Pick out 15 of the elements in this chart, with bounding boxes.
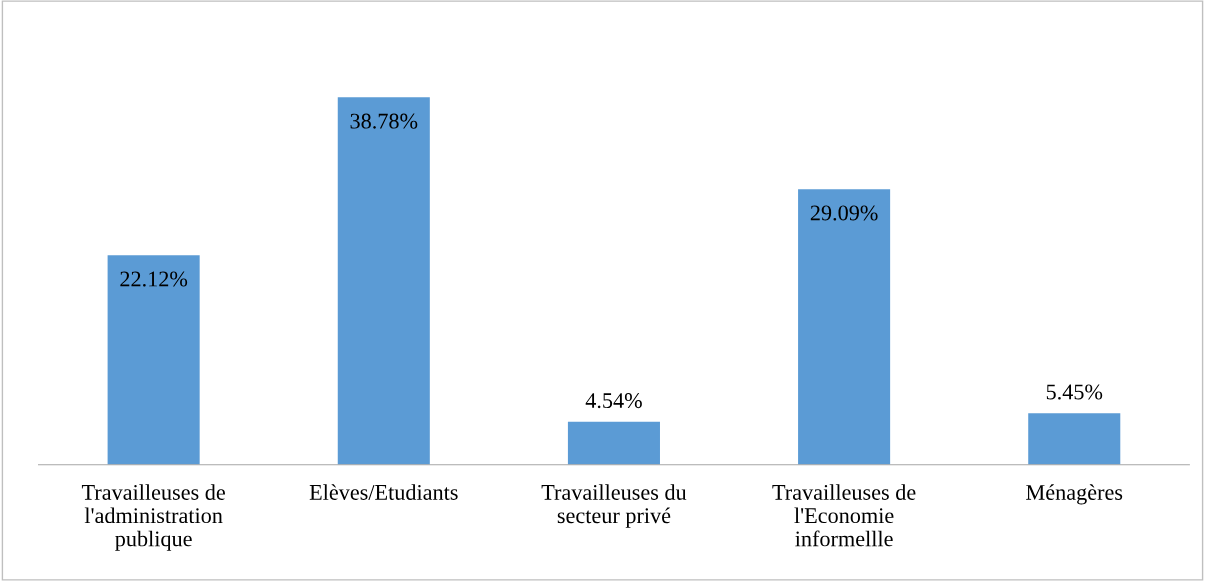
x-tick-label: Travailleuses de l'administration publique	[81, 484, 225, 551]
bar	[1028, 413, 1121, 465]
data-label: 22.12%	[120, 271, 188, 287]
x-tick-label: Elèves/Etudiants	[309, 484, 458, 500]
data-label: 38.78%	[350, 113, 418, 129]
bar	[567, 421, 660, 465]
data-label: 5.45%	[1046, 384, 1103, 400]
bar	[107, 255, 200, 465]
data-label: 29.09%	[810, 205, 878, 221]
data-label: 4.54%	[585, 393, 642, 409]
x-tick-label: Travailleuses de l'Economie informellle	[772, 484, 916, 547]
x-tick-label: Ménagères	[1026, 484, 1123, 505]
bar	[798, 189, 891, 465]
bar	[337, 97, 430, 465]
x-tick-label: Travailleuses du secteur privé	[541, 484, 687, 528]
